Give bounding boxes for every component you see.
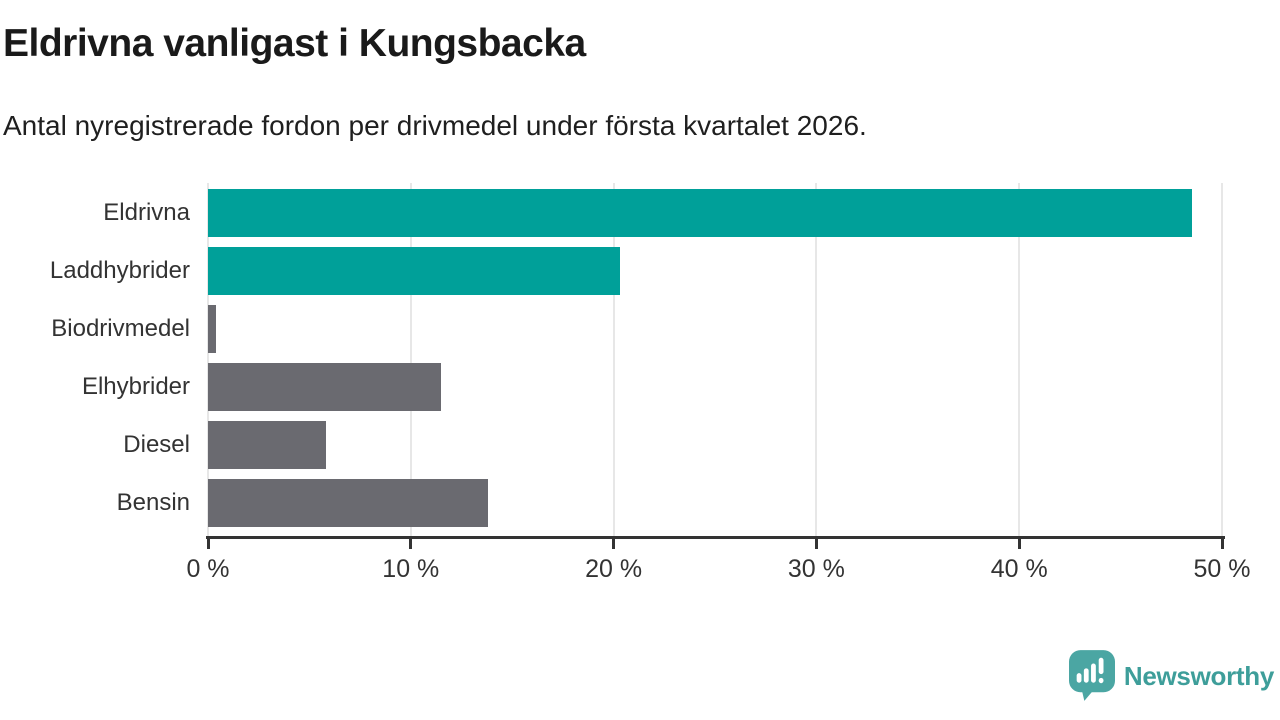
category-label: Eldrivna	[103, 199, 190, 226]
category-label: Laddhybrider	[49, 257, 190, 284]
x-axis-tick-label: 20 %	[585, 555, 643, 583]
bar-chart: Eldrivna Laddhybrider Biodrivmedel Elhybrid…	[0, 183, 1280, 593]
x-axis-tick	[814, 536, 818, 549]
x-axis-tick-label: 40 %	[990, 555, 1048, 583]
x-axis-tick-label: 30 %	[787, 555, 845, 583]
plot-area: 0 % 10 % 20 % 30 % 40 % 50 %	[186, 183, 1250, 583]
chart-subtitle: Antal nyregistrerade fordon per drivmede…	[3, 110, 867, 141]
category-label: Biodrivmedel	[51, 315, 190, 342]
gridline	[1221, 183, 1223, 536]
bar-diesel	[208, 421, 326, 469]
x-axis-tick-label: 50 %	[1193, 555, 1251, 583]
x-axis-tick	[1220, 536, 1224, 549]
newsworthy-logo: Newsworthy	[1068, 650, 1274, 702]
gridline	[409, 183, 412, 536]
gridline	[207, 183, 209, 536]
gridline	[1018, 183, 1021, 536]
x-axis-tick	[612, 536, 616, 549]
category-label: Elhybrider	[81, 373, 190, 400]
bar-bensin	[208, 479, 488, 527]
x-axis-tick	[206, 536, 210, 549]
category-label: Bensin	[116, 489, 190, 516]
page-title: Eldrivna vanligast i Kungsbacka	[3, 22, 586, 65]
newsworthy-logo-icon	[1068, 650, 1115, 701]
gridline	[815, 183, 818, 536]
bar-eldrivna	[208, 189, 1192, 237]
x-axis-tick	[409, 536, 413, 549]
x-axis-tick-label: 10 %	[382, 555, 440, 583]
newsworthy-wordmark: Newsworthy	[1123, 660, 1274, 691]
bar-elhybrider	[208, 363, 442, 411]
gridline	[612, 183, 615, 536]
bar-biodrivmedel	[208, 305, 217, 353]
x-axis-line	[206, 536, 1225, 539]
bar-laddhybrider	[208, 247, 620, 295]
x-axis-tick	[1017, 536, 1021, 549]
category-label: Diesel	[123, 431, 190, 458]
x-axis-tick-label: 0 %	[186, 555, 230, 583]
